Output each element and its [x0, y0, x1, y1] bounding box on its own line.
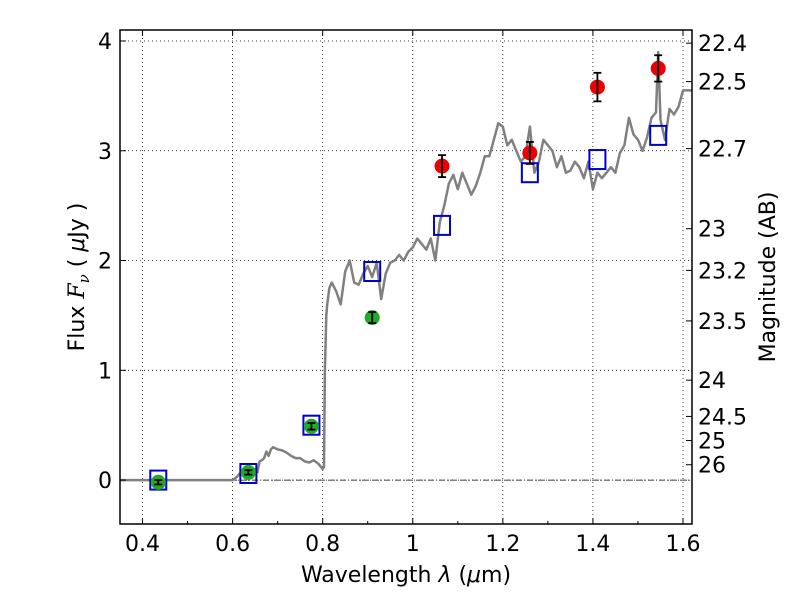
model-band-flux-square: [302, 414, 321, 436]
y-tick-label: 4: [98, 30, 112, 55]
y2-tick-label: 23.5: [698, 310, 747, 335]
plot-frame: [119, 29, 693, 525]
y2-tick-label: 24: [698, 369, 726, 394]
y2-tick-label: 22.7: [698, 138, 747, 163]
model-band-flux-square: [588, 149, 607, 171]
x-tick-label: 0.6: [215, 532, 250, 557]
x-tick-label: 0.4: [125, 532, 160, 557]
y2-tick-label: 26: [698, 454, 726, 479]
x-axis-label: Wavelength λ (μm): [301, 563, 511, 588]
x-tick-label: 1: [406, 532, 420, 557]
model-band-flux-square: [363, 261, 382, 283]
y2-tick-label: 24.5: [698, 405, 747, 430]
y-tick-label: 0: [98, 469, 112, 494]
model-band-flux-square: [433, 214, 452, 236]
y-tick-labels: 0 1 2 3 4: [98, 30, 112, 494]
ticks: [120, 30, 692, 524]
y2-tick-label: 25: [698, 430, 726, 455]
plot-area: [120, 50, 692, 491]
y-tick-label: 2: [98, 250, 112, 275]
y2-axis-label: Magnitude (AB): [756, 192, 781, 363]
x-tick-labels: 0.4 0.6 0.8 1 1.2 1.4 1.6: [125, 532, 700, 557]
y2-tick-label: 22.5: [698, 71, 747, 96]
x-tick-label: 1.4: [575, 532, 610, 557]
model-spectrum-line: [120, 50, 692, 482]
y2-tick-label: 23.2: [698, 259, 747, 284]
y-tick-label: 3: [98, 140, 112, 165]
model-band-flux-square: [649, 124, 668, 146]
y2-tick-label: 22.4: [698, 32, 747, 57]
x-tick-label: 0.8: [305, 532, 340, 557]
model-band-flux-square: [239, 463, 258, 485]
y-tick-label: 1: [98, 359, 112, 384]
x-tick-label: 1.6: [665, 532, 700, 557]
y2-tick-label: 23: [698, 218, 726, 243]
y-axis-label: Flux Fν ( μJy ): [65, 203, 93, 352]
x-tick-label: 1.2: [485, 532, 520, 557]
